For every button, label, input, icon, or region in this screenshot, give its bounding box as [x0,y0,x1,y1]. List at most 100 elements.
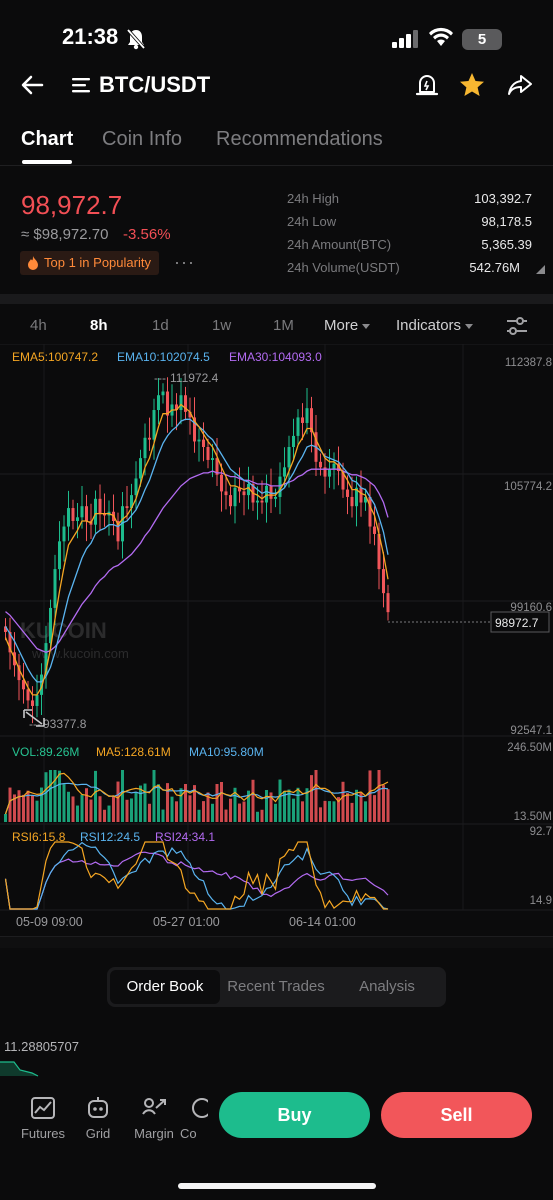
chart-settings-icon[interactable] [505,316,529,336]
volume-bar [35,800,39,822]
volume-bar [305,788,309,822]
tab-coin-info[interactable]: Coin Info [102,128,183,150]
favorite-star-icon[interactable] [458,71,486,99]
volume-bar [184,784,187,822]
volume-bar [121,770,124,822]
timeframe-more-dropdown[interactable]: More [324,317,371,334]
volume-bar [382,785,385,822]
price-axis-label: 112387.8 [504,357,552,369]
timeframe-8h[interactable]: 8h [90,317,108,334]
back-arrow-icon[interactable] [20,72,46,98]
volume-bar [373,795,376,822]
volume-bar [355,789,358,822]
nav-grid[interactable]: Grid [68,1094,128,1141]
indicators-dropdown[interactable]: Indicators [396,317,474,334]
candle [184,395,187,412]
candle [85,506,88,522]
popularity-badge-label: Top 1 in Popularity [44,255,151,270]
stat-high-label: 24h High [287,191,340,206]
vol-ma10-legend: MA10:95.80M [189,745,264,759]
tab-order-book[interactable]: Order Book [110,970,220,1004]
timeframe-4h[interactable]: 4h [30,317,47,334]
time-axis-label: 05-09 09:00 [16,915,83,929]
candle [94,498,97,525]
more-options-button[interactable]: ··· [174,252,195,272]
candle [121,506,124,542]
volume-bar [157,784,160,822]
tab-recent-trades[interactable]: Recent Trades [227,978,325,995]
candle [22,680,25,690]
expand-corner-icon[interactable] [536,265,545,274]
rsi12-line [4,841,389,910]
candle [337,463,340,472]
timeframe-1d[interactable]: 1d [152,317,169,334]
volume-bar [166,783,169,822]
candle [49,607,52,644]
volume-bar [4,814,7,822]
candle [346,489,349,497]
bottom-nav: Futures Grid Margin Co [0,1088,553,1200]
orderbook-depth-sparkline [0,1061,39,1077]
volume-bar [229,798,232,822]
nav-copy-trading[interactable]: Co [180,1094,208,1141]
candle [103,513,106,516]
volume-bar [242,801,246,822]
tab-analysis[interactable]: Analysis [359,978,415,995]
candle [260,500,264,503]
volume-bar [8,787,12,822]
buy-button[interactable]: Buy [219,1092,370,1138]
nav-margin[interactable]: Margin [124,1094,184,1141]
stat-low-label: 24h Low [287,214,337,229]
volume-bar [215,784,219,822]
candle [62,526,66,542]
price-alert-icon[interactable] [414,72,440,98]
menu-list-icon[interactable] [72,76,92,94]
volume-bar [152,770,156,822]
expand-chart-icon[interactable] [23,709,45,727]
volume-bar [31,795,34,822]
status-time: 21:38 [62,24,119,49]
rsi6-line [4,841,388,910]
timeframe-1m[interactable]: 1M [273,317,294,334]
candle [278,476,282,497]
stat-volume-value: 542.76M [469,260,520,275]
volume-bar [62,784,66,822]
nav-futures[interactable]: Futures [13,1094,73,1141]
candle [134,478,138,496]
section-divider [0,936,553,948]
volume-bar [44,772,48,822]
volume-bar [107,805,111,822]
rsi24-legend: RSI24:34.1 [155,830,216,844]
trading-pair-title[interactable]: BTC/USDT [99,72,211,97]
volume-bar [22,794,25,822]
candle [175,404,178,411]
candle [382,569,385,594]
kline-chart[interactable]: KUCOIN www.kucoin.com 98972.7 --- 111972… [0,343,553,936]
volume-bar [143,783,147,822]
volume-bar [188,795,192,822]
volume-bar [350,802,354,822]
tab-recommendations[interactable]: Recommendations [216,128,383,150]
rsi12-legend: RSI12:24.5 [80,830,141,844]
ema5-legend: EMA5:100747.2 [12,350,99,364]
volume-bar [238,803,241,822]
grid-bot-icon [88,1097,108,1118]
timeframe-1w[interactable]: 1w [212,317,232,334]
candle [53,569,57,608]
candle [220,474,223,492]
candle [247,484,250,496]
candle [332,463,336,470]
volume-bar [224,809,228,822]
popularity-badge[interactable]: Top 1 in Popularity [20,251,159,275]
volume-bar [53,770,57,822]
volume-bar [269,792,273,822]
volume-bar [346,793,349,822]
share-icon[interactable] [507,72,533,98]
main-tabs: Chart Coin Info Recommendations [0,126,553,166]
sell-button[interactable]: Sell [381,1092,532,1138]
ema5-line [4,403,389,696]
kline-chart-canvas[interactable]: KUCOIN www.kucoin.com 98972.7 --- 111972… [0,343,553,936]
tab-chart[interactable]: Chart [21,128,74,150]
volume-bar [130,798,133,822]
volume-bar [251,779,255,822]
